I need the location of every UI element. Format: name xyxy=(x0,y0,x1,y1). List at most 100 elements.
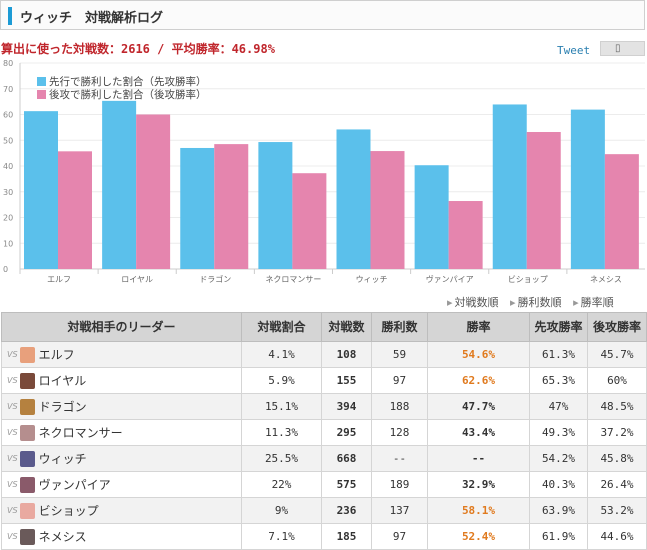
second-winrate-cell: 37.2% xyxy=(587,419,647,446)
col-wins-header[interactable]: 勝利数 xyxy=(371,312,428,342)
x-tick-label: エルフ xyxy=(47,275,71,284)
leader-cell: VS ビショップ xyxy=(1,497,242,524)
ratio-cell: 4.1% xyxy=(241,341,322,368)
leader-avatar-icon xyxy=(19,528,35,545)
wins-cell: 97 xyxy=(371,523,428,550)
col-first-winrate-header[interactable]: 先攻勝率 xyxy=(529,312,588,342)
matchup-table: 対戦相手のリーダー 対戦割合 対戦数 勝利数 勝率 先攻勝率 後攻勝率 VS エル… xyxy=(1,312,647,550)
leader-name: ビショップ xyxy=(38,504,99,518)
y-tick-label: 70 xyxy=(3,85,13,94)
winrate-cell: 62.6% xyxy=(427,367,530,394)
share-button[interactable]: ▯ xyxy=(600,41,645,56)
ratio-cell: 22% xyxy=(241,471,322,498)
first-winrate-bar xyxy=(24,111,58,269)
winrate-cell: -- xyxy=(427,445,530,472)
y-tick-label: 0 xyxy=(3,265,8,274)
battles-cell: 155 xyxy=(321,367,372,394)
page-icon: ▯ xyxy=(615,43,621,54)
col-battles-header[interactable]: 対戦数 xyxy=(321,312,372,342)
first-winrate-cell: 61.3% xyxy=(529,341,588,368)
winrate-cell: 58.1% xyxy=(427,497,530,524)
second-winrate-bar xyxy=(370,151,405,269)
sort-links: 対戦数順 勝利数順 勝率順 xyxy=(447,294,622,310)
winrate-cell: 32.9% xyxy=(427,471,530,498)
second-winrate-bar xyxy=(604,154,639,269)
y-tick-label: 60 xyxy=(3,111,13,120)
battles-cell: 236 xyxy=(321,497,372,524)
x-tick-label: ロイヤル xyxy=(121,275,153,284)
legend-label: 先行で勝利した割合（先攻勝率） xyxy=(49,75,207,88)
leader-cell: VS ヴァンパイア xyxy=(1,471,242,498)
y-tick-label: 10 xyxy=(3,239,13,248)
legend-label: 後攻で勝利した割合（後攻勝率） xyxy=(49,88,207,101)
col-second-winrate-header[interactable]: 後攻勝率 xyxy=(587,312,647,342)
y-tick-label: 80 xyxy=(3,59,13,68)
tweet-link[interactable]: Tweet xyxy=(557,44,591,57)
page-title: ウィッチ 対戦解析ログ xyxy=(20,11,164,26)
table-row: VS ウィッチ 25.5% 668 -- -- 54.2% 45.8% xyxy=(1,445,647,472)
vs-label: VS xyxy=(7,532,18,541)
section-header: ウィッチ 対戦解析ログ xyxy=(0,0,645,30)
table-row: VS ヴァンパイア 22% 575 189 32.9% 40.3% 26.4% xyxy=(1,471,647,498)
second-winrate-cell: 44.6% xyxy=(587,523,647,550)
first-winrate-cell: 65.3% xyxy=(529,367,588,394)
wins-cell: 189 xyxy=(371,471,428,498)
first-winrate-bar xyxy=(570,109,605,269)
table-row: VS ビショップ 9% 236 137 58.1% 63.9% 53.2% xyxy=(1,497,647,524)
ratio-cell: 7.1% xyxy=(241,523,322,550)
table-row: VS エルフ 4.1% 108 59 54.6% 61.3% 45.7% xyxy=(1,341,647,368)
y-tick-label: 40 xyxy=(3,162,13,171)
leader-name: ヴァンパイア xyxy=(38,478,111,492)
x-tick-label: ネクロマンサー xyxy=(265,275,321,284)
vs-label: VS xyxy=(7,506,18,515)
table-row: VS ネクロマンサー 11.3% 295 128 43.4% 49.3% 37.2% xyxy=(1,419,647,446)
vs-label: VS xyxy=(7,402,18,411)
x-tick-label: ビショップ xyxy=(508,275,548,284)
first-winrate-cell: 61.9% xyxy=(529,523,588,550)
sort-by-winrate-link[interactable]: 勝率順 xyxy=(573,296,614,309)
col-ratio-header[interactable]: 対戦割合 xyxy=(241,312,322,342)
second-winrate-cell: 48.5% xyxy=(587,393,647,420)
y-tick-label: 30 xyxy=(3,188,13,197)
leader-name: ドラゴン xyxy=(38,400,87,414)
battles-cell: 185 xyxy=(321,523,372,550)
leader-avatar-icon xyxy=(19,346,35,363)
x-tick-label: ウィッチ xyxy=(356,275,388,284)
second-winrate-cell: 26.4% xyxy=(587,471,647,498)
wins-cell: 128 xyxy=(371,419,428,446)
first-winrate-cell: 40.3% xyxy=(529,471,588,498)
battles-cell: 295 xyxy=(321,419,372,446)
first-winrate-bar xyxy=(102,100,137,269)
wins-cell: 59 xyxy=(371,341,428,368)
col-leader-header[interactable]: 対戦相手のリーダー xyxy=(1,312,242,342)
x-tick-label: ドラゴン xyxy=(199,274,231,284)
table-row: VS ドラゴン 15.1% 394 188 47.7% 47% 48.5% xyxy=(1,393,647,420)
sort-by-battles-link[interactable]: 対戦数順 xyxy=(447,296,499,309)
legend-swatch xyxy=(37,90,46,99)
x-tick-label: ヴァンパイア xyxy=(426,274,474,284)
table-header-row: 対戦相手のリーダー 対戦割合 対戦数 勝利数 勝率 先攻勝率 後攻勝率 xyxy=(1,312,647,342)
leader-avatar-icon xyxy=(19,398,35,415)
header-accent-bar xyxy=(8,7,12,25)
leader-name: ネクロマンサー xyxy=(38,426,123,440)
ratio-cell: 11.3% xyxy=(241,419,322,446)
x-tick-label: ネメシス xyxy=(590,275,622,284)
second-winrate-cell: 53.2% xyxy=(587,497,647,524)
ratio-cell: 5.9% xyxy=(241,367,322,394)
winrate-cell: 43.4% xyxy=(427,419,530,446)
first-winrate-cell: 49.3% xyxy=(529,419,588,446)
winrate-cell: 52.4% xyxy=(427,523,530,550)
first-winrate-bar xyxy=(492,104,527,269)
vs-label: VS xyxy=(7,428,18,437)
sort-by-wins-link[interactable]: 勝利数順 xyxy=(510,296,562,309)
leader-cell: VS ネメシス xyxy=(1,523,242,550)
col-winrate-header[interactable]: 勝率 xyxy=(427,312,530,342)
first-winrate-bar xyxy=(180,147,215,269)
leader-cell: VS ネクロマンサー xyxy=(1,419,242,446)
leader-name: ロイヤル xyxy=(38,374,87,388)
battles-cell: 575 xyxy=(321,471,372,498)
wins-cell: -- xyxy=(371,445,428,472)
wins-cell: 188 xyxy=(371,393,428,420)
first-winrate-bar xyxy=(414,165,449,269)
leader-name: ネメシス xyxy=(38,530,87,544)
